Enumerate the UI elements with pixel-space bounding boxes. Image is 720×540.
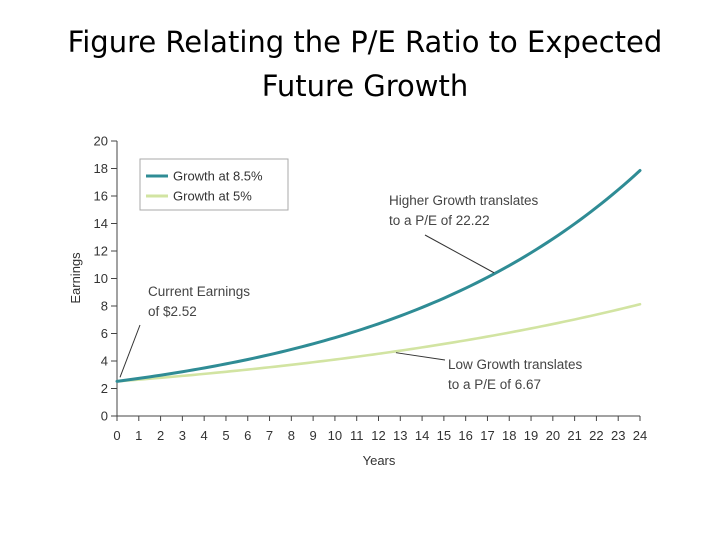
x-tick-label: 20 — [546, 428, 560, 443]
x-tick-label: 9 — [310, 428, 317, 443]
y-tick-label: 14 — [94, 216, 108, 231]
series-group — [115, 169, 642, 383]
x-tick-label: 10 — [328, 428, 342, 443]
x-tick-label: 1 — [135, 428, 142, 443]
y-tick-label: 6 — [101, 326, 108, 341]
x-tick-label: 22 — [589, 428, 603, 443]
x-tick-label: 11 — [350, 428, 364, 443]
title-line-1: Figure Relating the P/E Ratio to Expecte… — [67, 25, 663, 59]
y-tick-label: 20 — [94, 134, 108, 149]
x-tick-label: 17 — [480, 428, 494, 443]
slide-title: Figure Relating the P/E Ratio to Expecte… — [0, 20, 720, 108]
y-tick-label: 4 — [101, 354, 108, 369]
x-axis-group: 0 1 2 3 4 5 6 7 8 9 10 11 12 13 14 15 16 17 18 19 20 21 22 23 24 — [113, 415, 647, 443]
x-tick-label: 24 — [633, 428, 647, 443]
x-tick-label: 19 — [524, 428, 538, 443]
annotation-low-text: Low Growth translates — [448, 357, 583, 372]
legend-label: Growth at 8.5% — [173, 169, 263, 184]
annotation-current-leader — [119, 324, 141, 378]
x-tick-label: 7 — [266, 428, 273, 443]
x-tick-label: 3 — [179, 428, 186, 443]
annotation-high-text: Higher Growth translates — [389, 193, 539, 208]
legend-box — [139, 158, 289, 211]
x-tick-label: 18 — [502, 428, 516, 443]
annotation-low-text: to a P/E of 6.67 — [448, 377, 541, 392]
y-tick-label: 8 — [101, 299, 108, 314]
y-axis-group: 0 2 4 6 8 10 12 14 16 18 20 — [94, 134, 118, 424]
y-tick-label: 16 — [94, 189, 108, 204]
annotations: Current Earnings of $2.52 Higher Growth tr… — [119, 193, 583, 392]
x-tick-label: 12 — [371, 428, 385, 443]
x-tick-label: 13 — [393, 428, 407, 443]
title-line-2: Future Growth — [261, 69, 469, 103]
x-tick-label: 16 — [458, 428, 472, 443]
x-tick-label: 21 — [567, 428, 581, 443]
x-axis-title: Years — [363, 453, 396, 468]
x-tick-label: 0 — [113, 428, 120, 443]
annotation-low-leader — [395, 352, 446, 361]
x-tick-label: 6 — [244, 428, 251, 443]
annotation-high-text: to a P/E of 22.22 — [389, 213, 490, 228]
y-tick-label: 10 — [94, 271, 108, 286]
annotation-current-text: Current Earnings — [148, 284, 250, 299]
series-line-growth-8-5 — [115, 169, 642, 383]
y-tick-label: 2 — [101, 381, 108, 396]
y-tick-label: 18 — [94, 161, 108, 176]
x-tick-label: 15 — [437, 428, 451, 443]
legend-label: Growth at 5% — [173, 189, 252, 204]
x-tick-label: 5 — [222, 428, 229, 443]
x-tick-label: 8 — [288, 428, 295, 443]
annotation-high-leader — [424, 234, 495, 274]
y-tick-label: 0 — [101, 409, 108, 424]
series-line-growth-5 — [115, 302, 642, 383]
y-tick-label: 12 — [94, 244, 108, 259]
legend: Growth at 8.5% Growth at 5% — [139, 158, 289, 211]
x-tick-label: 14 — [415, 428, 429, 443]
annotation-current-text: of $2.52 — [148, 304, 197, 319]
x-tick-label: 2 — [157, 428, 164, 443]
x-tick-label: 23 — [611, 428, 625, 443]
x-tick-label: 4 — [201, 428, 208, 443]
y-axis-title: Earnings — [68, 252, 83, 304]
